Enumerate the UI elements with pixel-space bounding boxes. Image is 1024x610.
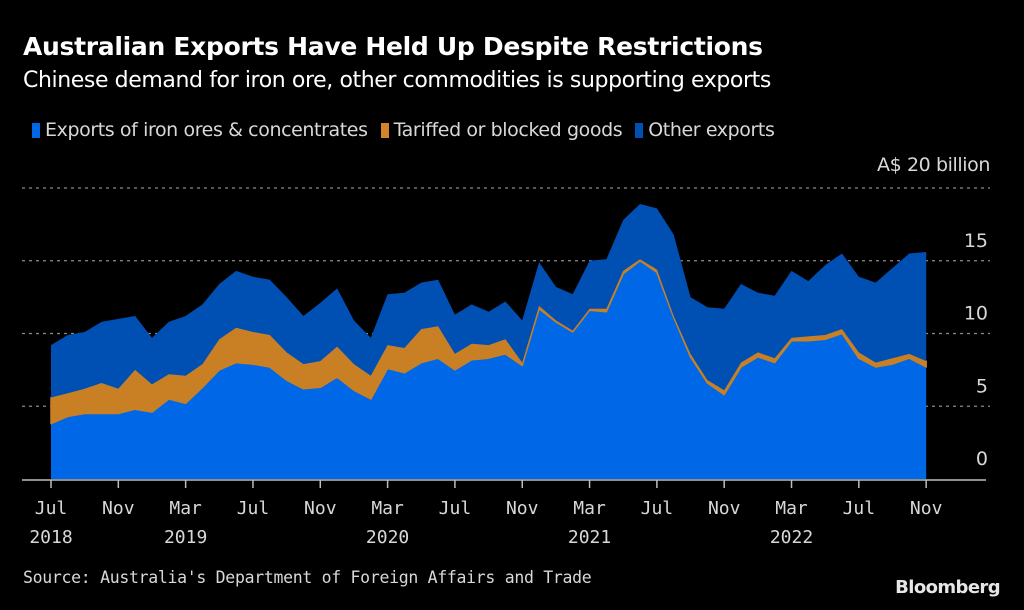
area-tariffed-or-blocked-goods (50, 258, 927, 425)
y-tick-label-5: 5 (976, 375, 988, 397)
y-tick-label-15: 15 (964, 230, 988, 252)
x-tick-label-year: 2020 (366, 527, 409, 548)
legend-item-iron-ore: Exports of iron ores & concentrates (32, 119, 368, 141)
x-tick-label-month: Jul (35, 498, 68, 519)
legend-swatch-other (635, 122, 644, 138)
x-tick-label-month: Jul (641, 498, 674, 519)
legend-item-other: Other exports (635, 119, 775, 141)
x-axis-ticks: Jul 2018 Nov Mar 2019 Jul Nov Mar 2020 Jul Nov Mar 2… (29, 480, 942, 548)
x-tick-label-month: Jul (843, 498, 876, 519)
x-tick-label-year: 2019 (164, 527, 207, 548)
source-note: Source: Australia's Department of Foreig… (23, 568, 592, 587)
area-exports-of-iron-ores-concentrates (51, 260, 927, 479)
y-tick-label-0: 0 (976, 448, 988, 470)
x-tick-label-year: 2018 (29, 527, 72, 548)
x-tick-label-month: Mar (169, 498, 202, 519)
x-tick-label-month: Nov (910, 498, 943, 519)
x-tick-label-month: Nov (708, 498, 741, 519)
x-tick-label-month: Nov (304, 498, 337, 519)
x-tick-label-month: Mar (775, 498, 808, 519)
area-series (50, 204, 927, 479)
x-tick-label-month: Mar (573, 498, 606, 519)
legend-swatch-tariffed (380, 122, 389, 138)
x-tick-label-month: Jul (237, 498, 270, 519)
y-tick-label-10: 10 (964, 303, 988, 325)
legend: Exports of iron ores & concentrates Tari… (32, 119, 787, 141)
area-other-exports (51, 204, 927, 398)
bloomberg-logo: Bloomberg (895, 577, 1000, 598)
x-tick-label-month: Mar (371, 498, 404, 519)
y-axis-ticks: 0 5 10 15 (964, 230, 988, 470)
x-tick-label-month: Jul (439, 498, 472, 519)
legend-label-tariffed: Tariffed or blocked goods (393, 119, 623, 141)
x-tick-label-month: Nov (506, 498, 539, 519)
chart-subtitle: Chinese demand for iron ore, other commo… (23, 68, 771, 93)
chart-title: Australian Exports Have Held Up Despite … (23, 32, 763, 61)
legend-label-iron-ore: Exports of iron ores & concentrates (45, 119, 368, 141)
legend-label-other: Other exports (648, 119, 775, 141)
y-axis-unit-label: A$ 20 billion (877, 154, 990, 176)
legend-swatch-iron-ore (32, 122, 40, 138)
legend-item-tariffed: Tariffed or blocked goods (380, 119, 623, 141)
x-tick-label-year: 2021 (568, 527, 611, 548)
x-tick-label-year: 2022 (770, 527, 813, 548)
x-tick-label-month: Nov (102, 498, 135, 519)
